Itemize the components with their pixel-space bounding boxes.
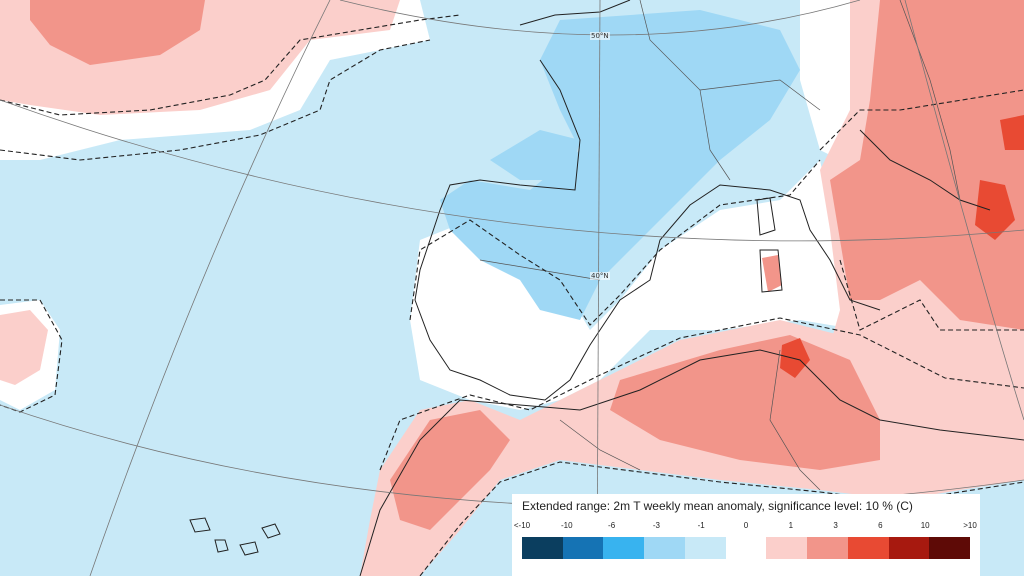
latitude-label-40n: 40°N	[590, 272, 610, 280]
legend-tick-label: 10	[920, 521, 930, 530]
legend-swatch	[562, 537, 604, 559]
country-borders	[479, 0, 961, 491]
white-zone-iberia	[410, 160, 860, 410]
legend-tick-label: 0	[743, 521, 749, 530]
latitude-label-50n: 50°N	[590, 32, 610, 40]
legend-tick-label: 3	[833, 521, 838, 530]
pink-zone-corsica	[762, 255, 782, 292]
legend-swatch	[888, 537, 930, 559]
legend-swatch	[766, 537, 808, 559]
canary-islands	[189, 517, 281, 556]
red-zone-balkans	[1000, 115, 1024, 150]
legend-swatch	[847, 537, 889, 559]
blue-zone-france	[440, 10, 800, 320]
legend-tick-label: -6	[608, 521, 616, 530]
legend-ticks: <-10 -10 -6 -3 -1 0 1 3 6 10 >10	[512, 521, 980, 533]
legend-swatch	[725, 537, 767, 559]
legend-tick-label: >10	[963, 521, 977, 530]
legend-swatch	[929, 537, 971, 559]
legend-tick-label: 1	[788, 521, 794, 530]
legend-colorbar	[522, 537, 971, 559]
coastlines	[359, 0, 1024, 576]
significance-contours	[0, 14, 1024, 576]
blue-zone-biscay	[490, 130, 580, 180]
legend-tick-label: -10	[561, 521, 573, 530]
red-zone-tunisia	[780, 338, 810, 378]
legend-tick-label: 6	[878, 521, 883, 530]
legend-title: Extended range: 2m T weekly mean anomaly…	[522, 499, 913, 513]
legend-tick-label: -1	[697, 521, 705, 530]
legend-panel: Extended range: 2m T weekly mean anomaly…	[512, 494, 980, 576]
salmon-zone-sahara	[610, 335, 880, 470]
salmon-zone-northwest	[30, 0, 205, 65]
legend-swatch	[684, 537, 726, 559]
legend-swatch	[807, 537, 848, 559]
legend-swatch	[522, 537, 563, 559]
legend-swatch	[644, 537, 685, 559]
pink-zone-west	[0, 310, 48, 385]
legend-tick-label: -3	[652, 521, 660, 530]
red-zone-greece	[975, 180, 1015, 240]
salmon-zone-east	[830, 0, 1024, 330]
legend-swatch	[603, 537, 645, 559]
legend-tick-label: <-10	[513, 521, 531, 530]
